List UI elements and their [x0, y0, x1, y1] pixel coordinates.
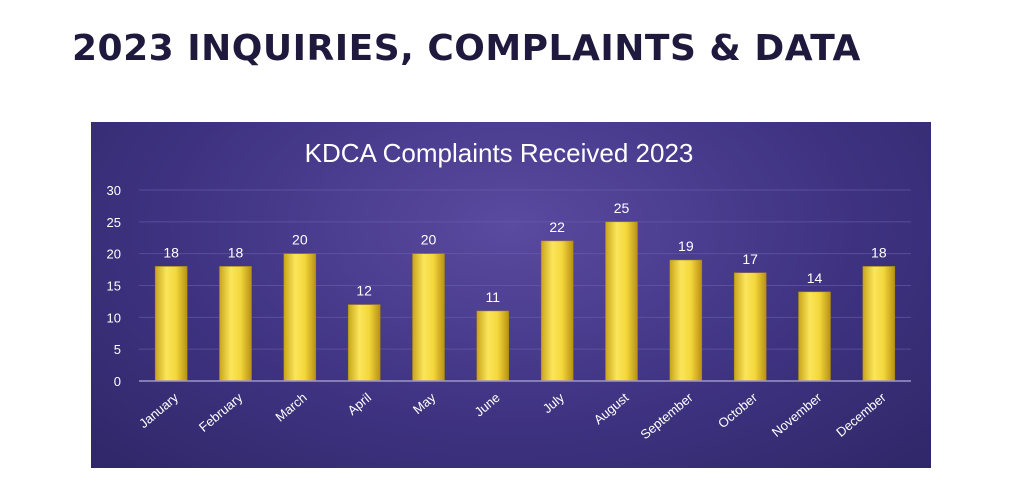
x-axis-ticks: January February March April May June July Augu…: [136, 389, 889, 442]
bar: [798, 291, 831, 382]
x-tick-label: July: [540, 389, 568, 416]
bar: [733, 272, 767, 382]
x-tick-label: August: [591, 390, 632, 428]
chart-title: KDCA Complaints Received 2023: [305, 138, 694, 168]
y-tick-label: 30: [107, 183, 121, 198]
y-tick-label: 0: [114, 374, 121, 389]
bar: [219, 266, 252, 382]
bar: [154, 266, 188, 382]
y-tick-label: 5: [114, 342, 121, 357]
data-label: 22: [549, 219, 565, 235]
data-label: 18: [163, 244, 179, 260]
data-label: 17: [742, 251, 758, 267]
bar: [476, 310, 510, 382]
data-label: 12: [356, 283, 372, 299]
x-tick-label: October: [715, 389, 761, 431]
y-tick-label: 25: [107, 215, 121, 230]
bar: [605, 221, 638, 382]
complaints-bar-chart: KDCA Complaints Received 2023 0 5 10 15 20 25…: [107, 138, 911, 442]
page-title: 2023 INQUIRIES, COMPLAINTS & DATA: [72, 28, 861, 69]
bar: [862, 266, 896, 382]
x-tick-label: September: [637, 389, 696, 442]
x-tick-label: January: [136, 389, 181, 431]
y-tick-label: 15: [107, 279, 121, 294]
bar: [412, 253, 445, 382]
y-tick-label: 10: [107, 310, 121, 325]
bar: [347, 304, 381, 382]
data-label: 18: [228, 244, 244, 260]
data-label: 20: [292, 232, 308, 248]
data-label: 18: [871, 244, 887, 260]
data-label: 14: [807, 270, 823, 286]
x-tick-label: June: [472, 390, 503, 420]
x-tick-label: February: [196, 389, 246, 434]
bar: [669, 259, 703, 382]
gridlines: [139, 189, 911, 350]
bars: [154, 221, 896, 382]
y-tick-label: 20: [107, 247, 121, 262]
x-tick-label: December: [833, 389, 889, 439]
x-tick-label: November: [769, 389, 825, 439]
bar: [283, 253, 317, 382]
data-label: 25: [614, 200, 630, 216]
x-tick-label: April: [345, 390, 375, 418]
data-labels: 18 18 20 12 20 11 22 25 19 17 14 18: [163, 200, 886, 305]
x-tick-label: May: [410, 389, 439, 417]
bar: [540, 240, 574, 382]
chart-panel: KDCA Complaints Received 2023 0 5 10 15 20 25…: [91, 122, 931, 468]
data-label: 11: [486, 289, 501, 305]
x-tick-label: March: [272, 390, 309, 425]
y-axis-ticks: 0 5 10 15 20 25 30: [107, 183, 121, 389]
data-label: 19: [678, 238, 694, 254]
data-label: 20: [421, 232, 437, 248]
